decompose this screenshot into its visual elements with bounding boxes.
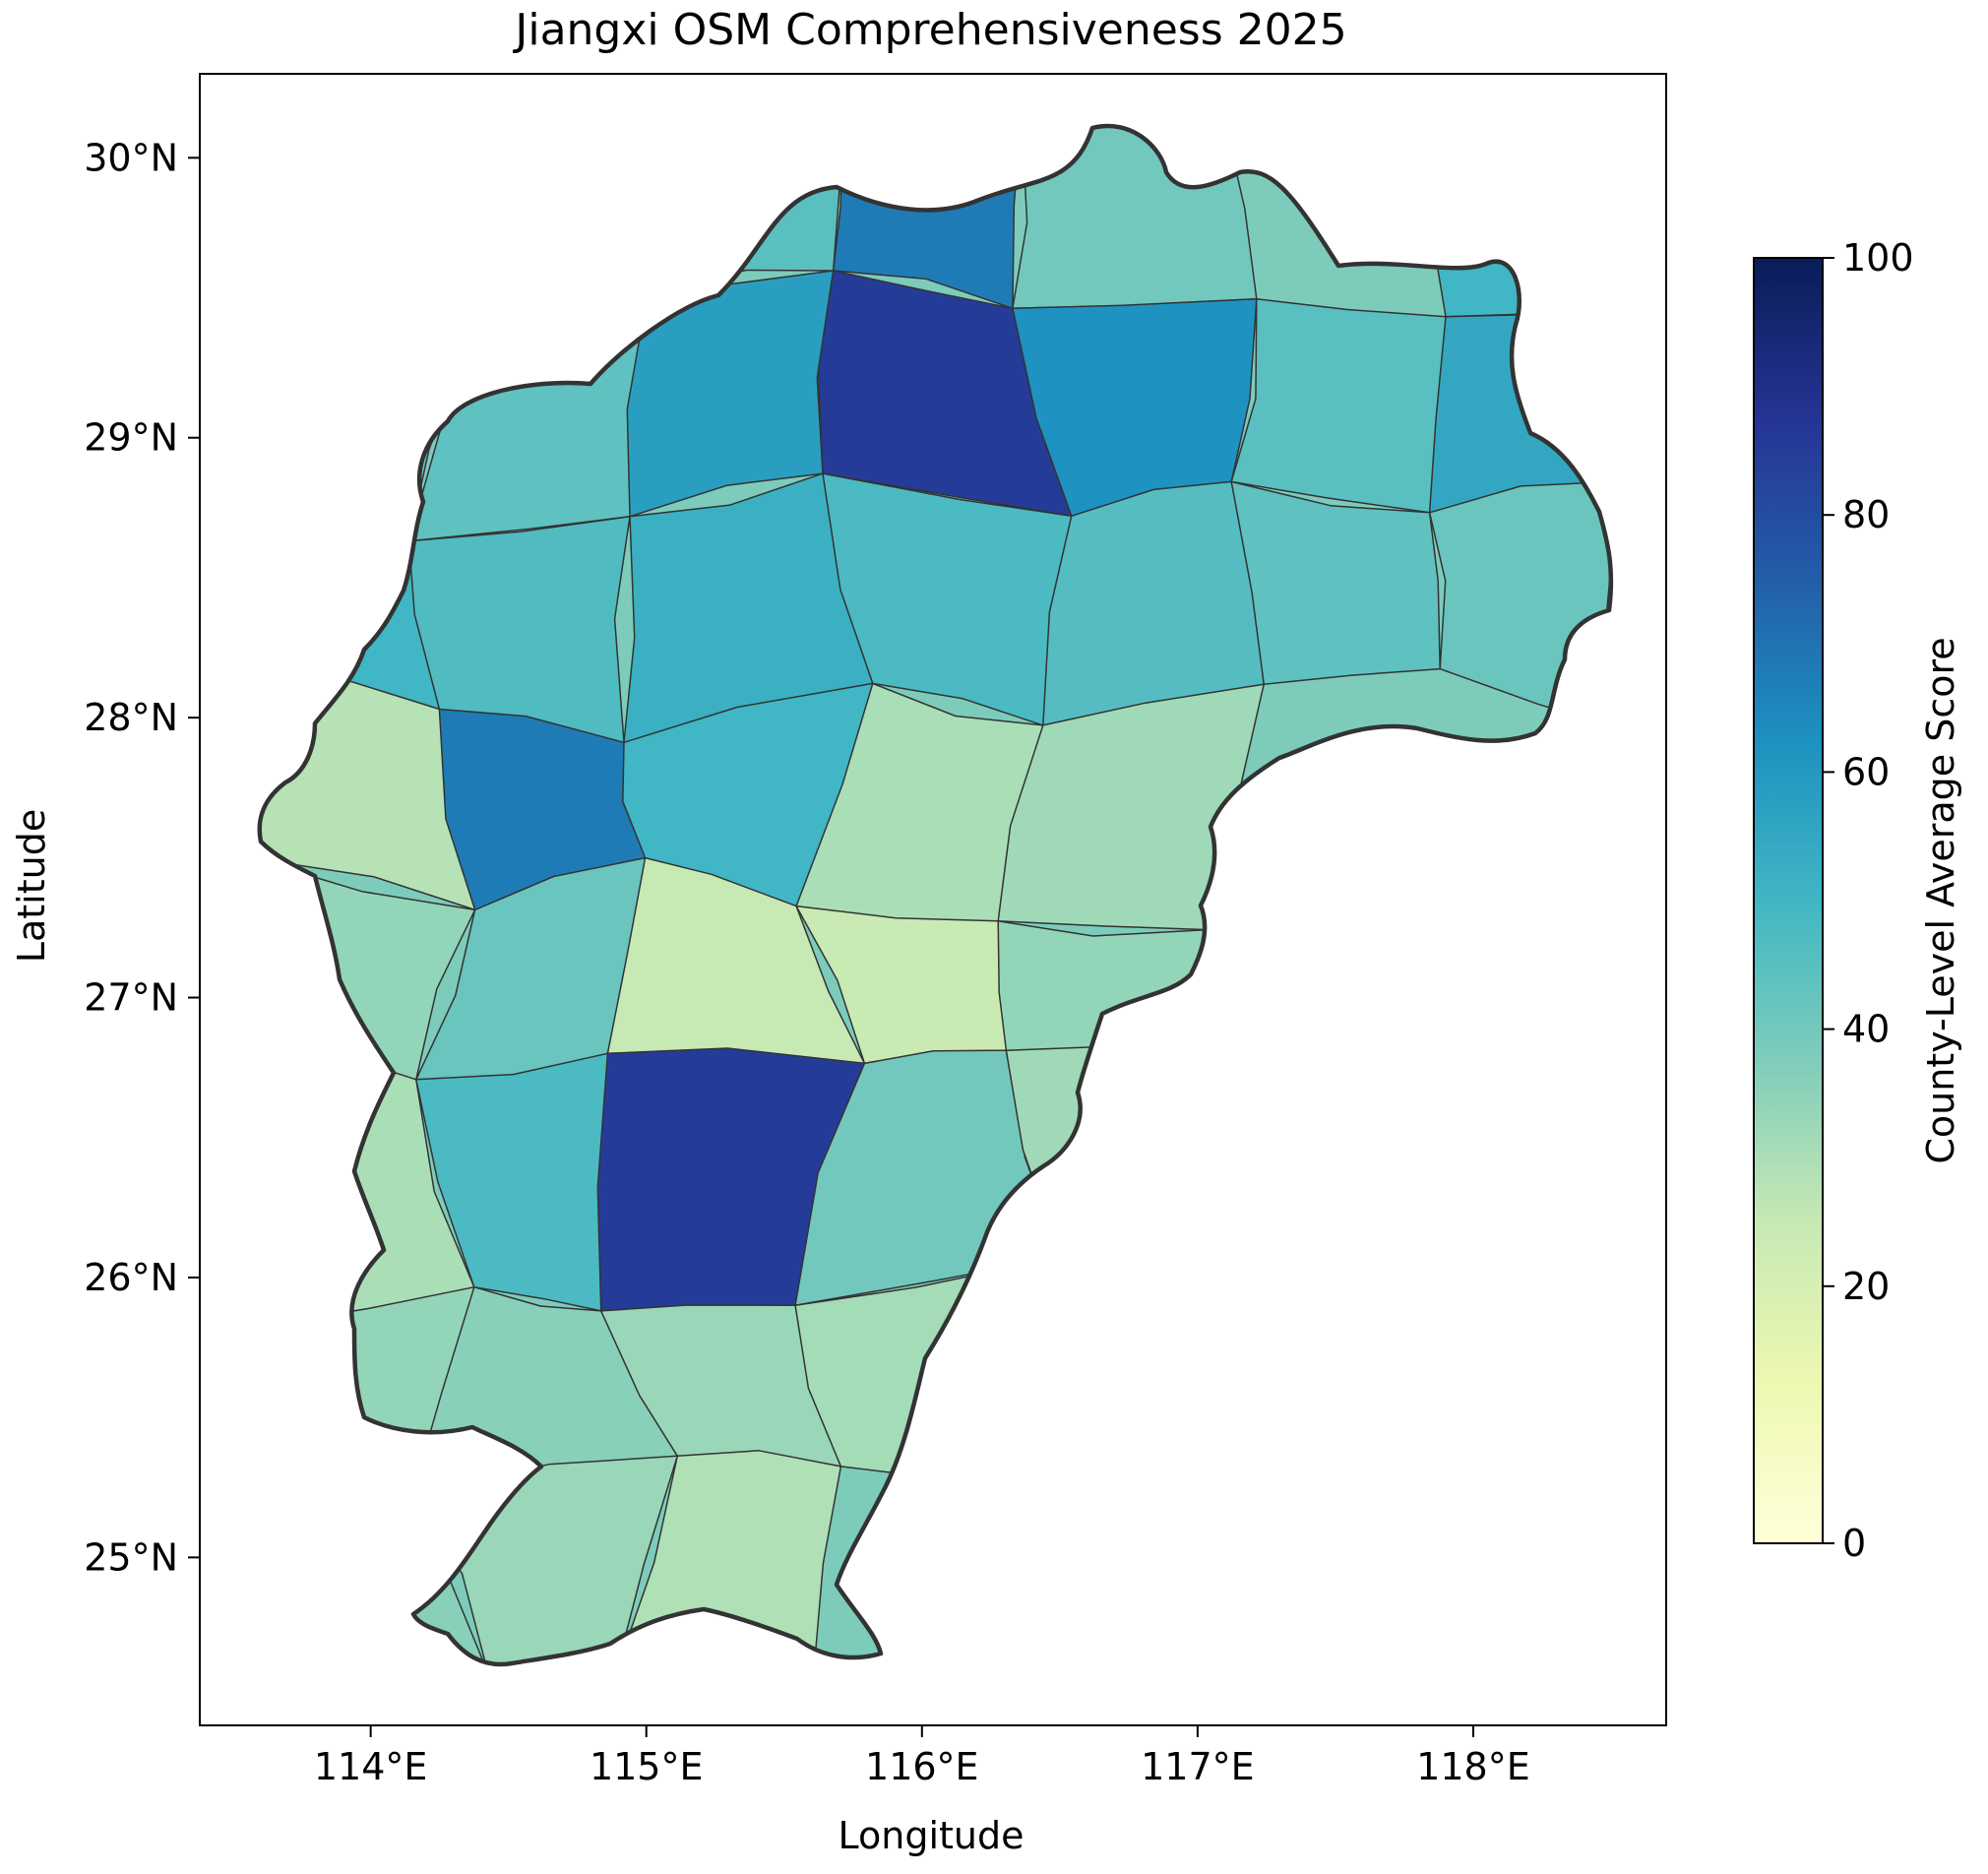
x-axis-label: Longitude: [839, 1814, 1025, 1857]
colorbar: [1753, 257, 1824, 1544]
chart-title: Jiangxi OSM Comprehensiveness 2025: [512, 5, 1346, 55]
y-tick-label: 26°N: [84, 1256, 178, 1299]
y-tick-label: 25°N: [84, 1535, 178, 1579]
y-axis-ticks: 25°N 26°N 27°N 28°N 29°N 30°N: [84, 136, 200, 1579]
x-tick-label: 115°E: [590, 1745, 704, 1788]
x-tick-label: 118°E: [1416, 1745, 1530, 1788]
plot-frame: [199, 73, 1667, 1726]
x-axis-ticks: 114°E 115°E 116°E 117°E 118°E: [314, 1725, 1530, 1788]
x-tick-label: 114°E: [314, 1745, 428, 1788]
county-region: [407, 292, 649, 542]
colorbar-tick-label: 100: [1842, 236, 1914, 280]
colorbar-tick-label: 40: [1842, 1008, 1890, 1051]
county-region: [407, 516, 631, 744]
y-tick-label: 30°N: [84, 136, 178, 179]
colorbar-ticks: 0 20 40 60 80 100: [1823, 236, 1914, 1565]
colorbar-tick-label: 20: [1842, 1265, 1890, 1308]
province-border: [257, 123, 1614, 1667]
county-region: [1012, 126, 1258, 310]
y-tick-label: 29°N: [84, 416, 178, 460]
x-tick-label: 117°E: [1141, 1745, 1255, 1788]
county-region: [259, 126, 485, 356]
county-region: [601, 126, 843, 294]
y-tick-label: 28°N: [84, 696, 178, 739]
county-region: [1230, 480, 1441, 685]
county-region: [1230, 297, 1447, 514]
county-region: [1222, 126, 1449, 318]
colorbar-label: County-Level Average Score: [1919, 637, 1962, 1163]
county-region: [466, 126, 649, 345]
county-region: [997, 920, 1213, 1062]
colorbar-tick-label: 60: [1842, 750, 1890, 793]
map-regions: [259, 126, 1611, 1664]
county-region: [259, 1495, 489, 1664]
x-tick-label: 116°E: [865, 1745, 979, 1788]
colorbar-tick-label: 0: [1842, 1522, 1866, 1565]
colorbar-tick-label: 80: [1842, 493, 1890, 536]
county-region: [1005, 1045, 1208, 1310]
county-region: [1430, 126, 1611, 318]
y-tick-label: 27°N: [84, 976, 178, 1020]
y-axis-label: Latitude: [10, 809, 53, 963]
